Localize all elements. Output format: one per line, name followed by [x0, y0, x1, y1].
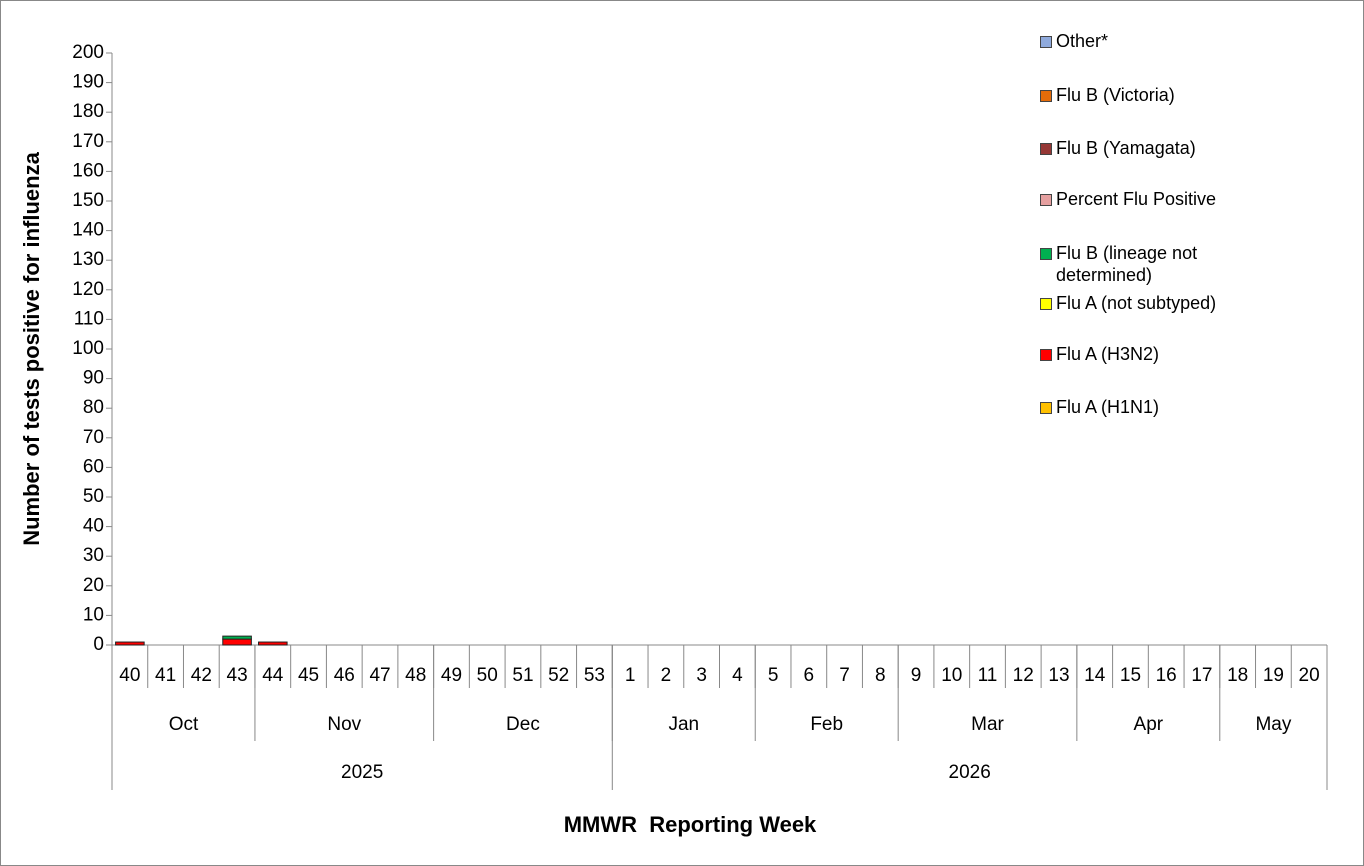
x-tick-label: 15 — [1120, 665, 1141, 686]
x-tick-label: 14 — [1084, 665, 1106, 686]
legend-swatch — [1040, 402, 1052, 414]
legend-label: Flu B (lineage not determined) — [1056, 243, 1198, 285]
legend-item: Flu B (lineage not determined) — [1040, 242, 1290, 286]
x-tick-label: 18 — [1227, 665, 1248, 686]
x-tick-label: 9 — [911, 665, 922, 686]
y-axis-title: Number of tests positive for influenza — [19, 151, 44, 545]
legend-item: Flu B (Victoria) — [1040, 84, 1290, 106]
x-tick-label: 2026 — [949, 762, 991, 783]
bar-segment — [222, 635, 252, 640]
x-tick-label: 17 — [1191, 665, 1212, 686]
legend-item: Percent Flu Positive — [1040, 188, 1290, 210]
y-tick-label: 140 — [72, 220, 104, 241]
y-tick-label: 130 — [72, 249, 104, 270]
legend-swatch — [1040, 90, 1052, 102]
x-tick-label: 7 — [839, 665, 850, 686]
y-tick-label: 170 — [72, 131, 104, 152]
bar-segment — [222, 638, 252, 646]
x-tick-label: 49 — [441, 665, 462, 686]
legend-item: Flu A (not subtyped) — [1040, 292, 1290, 314]
x-tick-label: 12 — [1013, 665, 1034, 686]
y-tick-label: 190 — [72, 72, 104, 93]
x-tick-label: 47 — [369, 665, 390, 686]
legend-label: Percent Flu Positive — [1056, 189, 1217, 209]
x-tick-label: 11 — [978, 665, 998, 686]
x-tick-label: 1 — [625, 665, 636, 686]
x-tick-label: Apr — [1134, 714, 1164, 735]
y-tick-label: 70 — [83, 427, 104, 448]
y-tick-label: 90 — [83, 368, 104, 389]
legend-swatch — [1040, 143, 1052, 155]
y-tick-label: 10 — [83, 604, 104, 625]
x-tick-label: 4 — [732, 665, 743, 686]
legend-swatch — [1040, 36, 1052, 48]
x-tick-label: 16 — [1156, 665, 1177, 686]
x-tick-label: 8 — [875, 665, 886, 686]
legend-label: Flu B (Victoria) — [1056, 85, 1175, 105]
legend-swatch — [1040, 349, 1052, 361]
y-tick-label: 160 — [72, 160, 104, 181]
bar-segment — [258, 641, 288, 646]
x-tick-label: 45 — [298, 665, 319, 686]
x-tick-label: 10 — [941, 665, 962, 686]
x-tick-label: 44 — [262, 665, 284, 686]
x-tick-label: 2025 — [341, 762, 383, 783]
x-tick-label: 13 — [1048, 665, 1069, 686]
y-tick-label: 120 — [72, 279, 104, 300]
x-tick-label: Feb — [810, 714, 843, 735]
x-tick-label: Nov — [327, 714, 361, 735]
x-tick-label: 19 — [1263, 665, 1284, 686]
y-tick-label: 110 — [74, 308, 104, 329]
y-tick-label: 40 — [83, 516, 104, 537]
legend-label: Flu A (H1N1) — [1056, 397, 1160, 417]
x-tick-label: 40 — [119, 665, 140, 686]
y-tick-label: 180 — [72, 101, 104, 122]
x-tick-label: May — [1255, 714, 1291, 735]
x-tick-label: 20 — [1299, 665, 1320, 686]
y-tick-label: 20 — [83, 575, 104, 596]
legend-item: Flu A (H3N2) — [1040, 343, 1290, 365]
y-tick-label: 30 — [83, 545, 104, 566]
bar-segment — [115, 641, 145, 646]
x-tick-label: 51 — [512, 665, 533, 686]
x-tick-label: 50 — [477, 665, 498, 686]
x-tick-label: 3 — [696, 665, 707, 686]
legend-label: Other* — [1056, 31, 1109, 51]
legend-item: Other* — [1040, 30, 1290, 52]
x-tick-label: Jan — [668, 714, 699, 735]
x-tick-label: Oct — [169, 714, 199, 735]
x-tick-label: 53 — [584, 665, 605, 686]
x-tick-label: Dec — [506, 714, 540, 735]
legend-item: Flu B (Yamagata) — [1040, 137, 1290, 159]
y-tick-label: 100 — [72, 338, 104, 359]
x-tick-label: 52 — [548, 665, 569, 686]
y-tick-label: 0 — [93, 634, 104, 655]
y-tick-label: 150 — [72, 190, 104, 211]
y-tick-label: 200 — [72, 42, 104, 63]
x-tick-label: 48 — [405, 665, 426, 686]
x-tick-label: 46 — [334, 665, 355, 686]
y-tick-label: 80 — [83, 397, 104, 418]
y-tick-label: 50 — [83, 486, 104, 507]
legend-label: Flu A (H3N2) — [1056, 344, 1160, 364]
x-tick-label: 43 — [227, 665, 248, 686]
legend-label: Flu A (not subtyped) — [1056, 293, 1217, 313]
x-tick-label: 41 — [155, 665, 176, 686]
legend-item: Flu A (H1N1) — [1040, 396, 1290, 418]
x-tick-label: 5 — [768, 665, 779, 686]
x-tick-label: Mar — [971, 714, 1004, 735]
y-tick-label: 60 — [83, 456, 104, 477]
x-axis-title: MMWR Reporting Week — [564, 812, 817, 837]
legend-swatch — [1040, 248, 1052, 260]
legend-swatch — [1040, 194, 1052, 206]
legend-swatch — [1040, 298, 1052, 310]
x-tick-label: 6 — [804, 665, 815, 686]
legend-label: Flu B (Yamagata) — [1056, 138, 1196, 158]
x-tick-label: 2 — [661, 665, 672, 686]
x-tick-label: 42 — [191, 665, 212, 686]
